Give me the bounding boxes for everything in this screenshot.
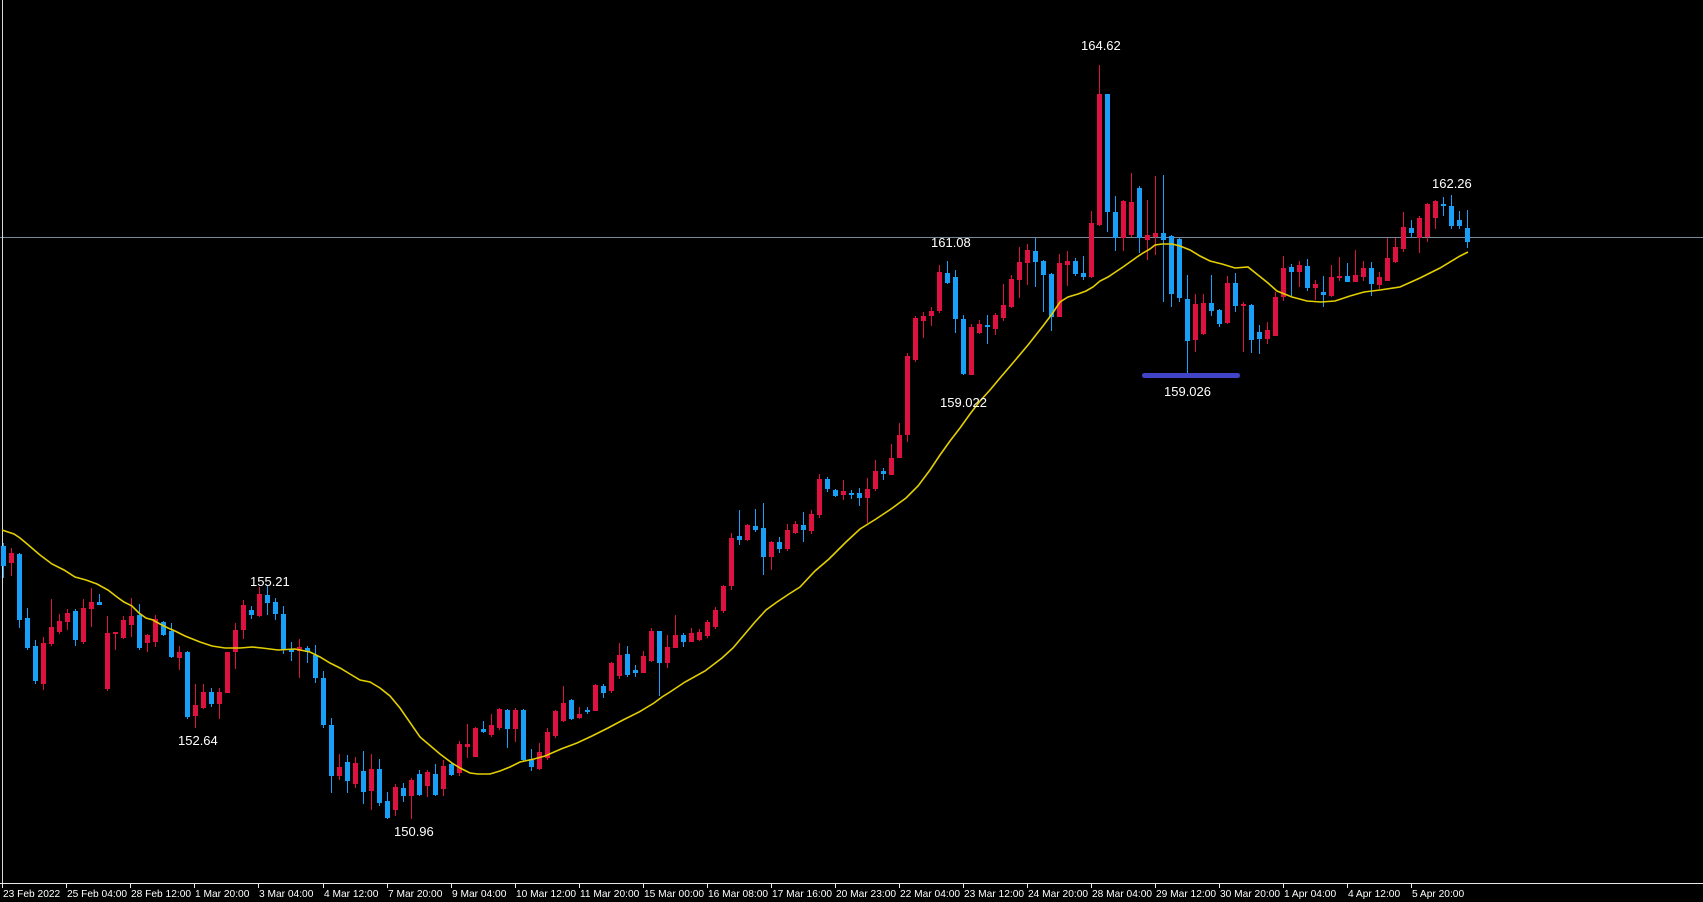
svg-text:11 Mar 20:00: 11 Mar 20:00 <box>580 889 640 900</box>
svg-text:9 Mar 04:00: 9 Mar 04:00 <box>452 889 507 900</box>
svg-text:4 Apr 12:00: 4 Apr 12:00 <box>1348 889 1400 900</box>
svg-text:7 Mar 20:00: 7 Mar 20:00 <box>388 889 443 900</box>
svg-text:15 Mar 00:00: 15 Mar 00:00 <box>644 889 704 900</box>
svg-text:159.026: 159.026 <box>1164 384 1211 399</box>
svg-text:155.21: 155.21 <box>250 574 290 589</box>
svg-text:23 Feb 2022: 23 Feb 2022 <box>3 889 61 900</box>
svg-text:17 Mar 16:00: 17 Mar 16:00 <box>772 889 832 900</box>
svg-text:159.022: 159.022 <box>940 395 987 410</box>
svg-text:22 Mar 04:00: 22 Mar 04:00 <box>900 889 960 900</box>
svg-text:1 Mar 20:00: 1 Mar 20:00 <box>195 889 250 900</box>
svg-text:23 Mar 12:00: 23 Mar 12:00 <box>964 889 1024 900</box>
svg-text:1 Apr 04:00: 1 Apr 04:00 <box>1284 889 1336 900</box>
svg-text:164.62: 164.62 <box>1081 38 1121 53</box>
svg-text:150.96: 150.96 <box>394 824 434 839</box>
svg-text:10 Mar 12:00: 10 Mar 12:00 <box>516 889 576 900</box>
svg-text:16 Mar 08:00: 16 Mar 08:00 <box>708 889 768 900</box>
svg-text:3 Mar 04:00: 3 Mar 04:00 <box>259 889 314 900</box>
svg-text:161.08: 161.08 <box>931 235 971 250</box>
svg-text:152.64: 152.64 <box>178 733 218 748</box>
svg-text:4 Mar 12:00: 4 Mar 12:00 <box>324 889 379 900</box>
svg-text:29 Mar 12:00: 29 Mar 12:00 <box>1156 889 1216 900</box>
svg-text:25 Feb 04:00: 25 Feb 04:00 <box>67 889 127 900</box>
svg-text:28 Mar 04:00: 28 Mar 04:00 <box>1092 889 1152 900</box>
svg-text:5 Apr 20:00: 5 Apr 20:00 <box>1412 889 1464 900</box>
svg-text:28 Feb 12:00: 28 Feb 12:00 <box>131 889 191 900</box>
svg-text:24 Mar 20:00: 24 Mar 20:00 <box>1028 889 1088 900</box>
svg-text:20 Mar 23:00: 20 Mar 23:00 <box>836 889 896 900</box>
svg-text:30 Mar 20:00: 30 Mar 20:00 <box>1220 889 1280 900</box>
svg-text:162.26: 162.26 <box>1432 176 1472 191</box>
